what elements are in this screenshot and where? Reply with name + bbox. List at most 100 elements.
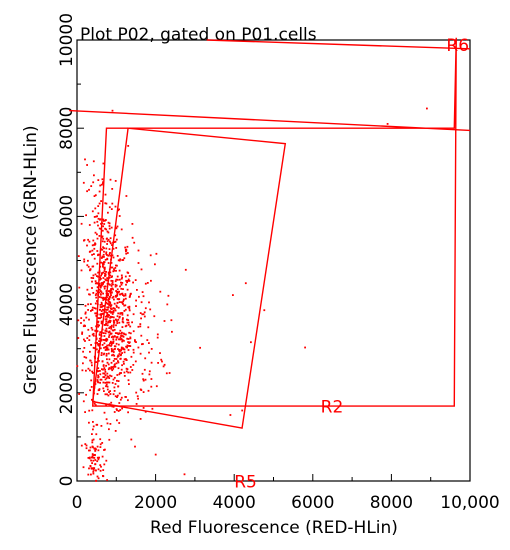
data-point xyxy=(84,443,87,445)
data-point xyxy=(110,361,113,364)
data-point xyxy=(94,454,96,456)
data-point xyxy=(121,364,123,367)
data-point xyxy=(88,251,91,253)
data-point xyxy=(107,254,110,257)
data-point xyxy=(111,329,114,332)
data-point xyxy=(116,396,118,398)
data-point xyxy=(107,306,110,309)
data-point xyxy=(126,346,128,349)
data-point xyxy=(103,266,106,269)
data-point xyxy=(115,362,118,365)
data-point xyxy=(96,237,99,240)
data-point xyxy=(95,433,98,436)
data-point xyxy=(92,372,94,374)
data-point xyxy=(121,259,124,261)
data-point xyxy=(127,349,130,351)
data-point xyxy=(109,305,112,308)
data-point xyxy=(107,320,110,323)
data-point xyxy=(118,392,121,395)
data-point xyxy=(142,343,144,345)
data-point xyxy=(89,350,91,353)
data-point xyxy=(94,294,97,296)
data-point xyxy=(89,268,92,270)
data-point xyxy=(124,333,127,336)
data-point xyxy=(113,328,116,331)
data-point xyxy=(109,321,111,324)
data-point xyxy=(126,337,129,340)
data-point xyxy=(105,354,108,357)
y-tick-label: 8000 xyxy=(57,107,77,150)
data-point xyxy=(104,378,107,381)
data-point xyxy=(97,275,99,278)
data-point xyxy=(110,332,113,335)
axis-ticks xyxy=(76,39,471,482)
data-point xyxy=(89,369,91,372)
data-point xyxy=(99,469,102,472)
data-point xyxy=(121,313,124,316)
data-point xyxy=(120,338,123,341)
gate-r5-outline xyxy=(91,127,287,429)
data-point xyxy=(118,215,121,217)
data-point xyxy=(124,249,127,251)
data-point xyxy=(108,381,111,384)
data-point xyxy=(123,371,126,374)
data-point xyxy=(142,391,145,393)
data-point xyxy=(125,252,128,255)
data-point xyxy=(116,332,119,335)
data-point xyxy=(96,393,99,395)
data-point xyxy=(108,336,110,338)
y-axis-label: Green Fluorescence (GRN-HLin) xyxy=(21,125,41,394)
data-point xyxy=(131,321,133,324)
data-point xyxy=(117,259,120,262)
data-point xyxy=(102,353,105,356)
data-point xyxy=(103,285,106,288)
data-point xyxy=(86,244,88,247)
data-point xyxy=(97,179,100,181)
data-point xyxy=(117,343,120,346)
data-point xyxy=(102,271,105,274)
data-point xyxy=(114,180,117,182)
data-point xyxy=(160,358,163,361)
data-point xyxy=(91,398,93,401)
data-point xyxy=(100,183,103,186)
data-point xyxy=(116,306,118,308)
data-point xyxy=(103,376,106,378)
y-tick-label: 0 xyxy=(57,476,77,487)
data-point xyxy=(108,327,111,329)
data-point xyxy=(100,313,103,315)
data-point xyxy=(83,319,85,322)
data-point xyxy=(102,469,105,471)
data-point xyxy=(91,265,94,268)
data-point xyxy=(134,340,136,343)
data-point xyxy=(92,428,94,431)
data-point xyxy=(97,374,99,377)
data-point xyxy=(112,351,115,353)
data-point xyxy=(116,291,118,293)
data-point xyxy=(92,454,95,456)
data-point xyxy=(122,300,125,303)
data-point xyxy=(109,301,111,304)
data-point xyxy=(113,320,115,322)
data-point xyxy=(163,363,166,366)
data-point xyxy=(131,369,134,371)
data-point xyxy=(171,330,173,333)
data-point xyxy=(104,346,107,348)
data-point xyxy=(150,378,153,380)
x-tick-label: 10,000 xyxy=(440,493,499,513)
data-point xyxy=(116,264,118,267)
data-point xyxy=(113,354,116,357)
data-point xyxy=(105,302,108,304)
data-point xyxy=(88,339,91,341)
data-point xyxy=(139,418,142,420)
data-point xyxy=(131,223,134,225)
data-point xyxy=(141,291,144,293)
data-point xyxy=(85,214,87,217)
data-point xyxy=(113,335,116,337)
data-point xyxy=(124,396,127,398)
data-point xyxy=(148,370,151,373)
data-point xyxy=(229,414,232,416)
data-point xyxy=(120,332,123,335)
data-point xyxy=(102,376,105,378)
data-point xyxy=(114,234,117,237)
data-point xyxy=(115,290,117,292)
